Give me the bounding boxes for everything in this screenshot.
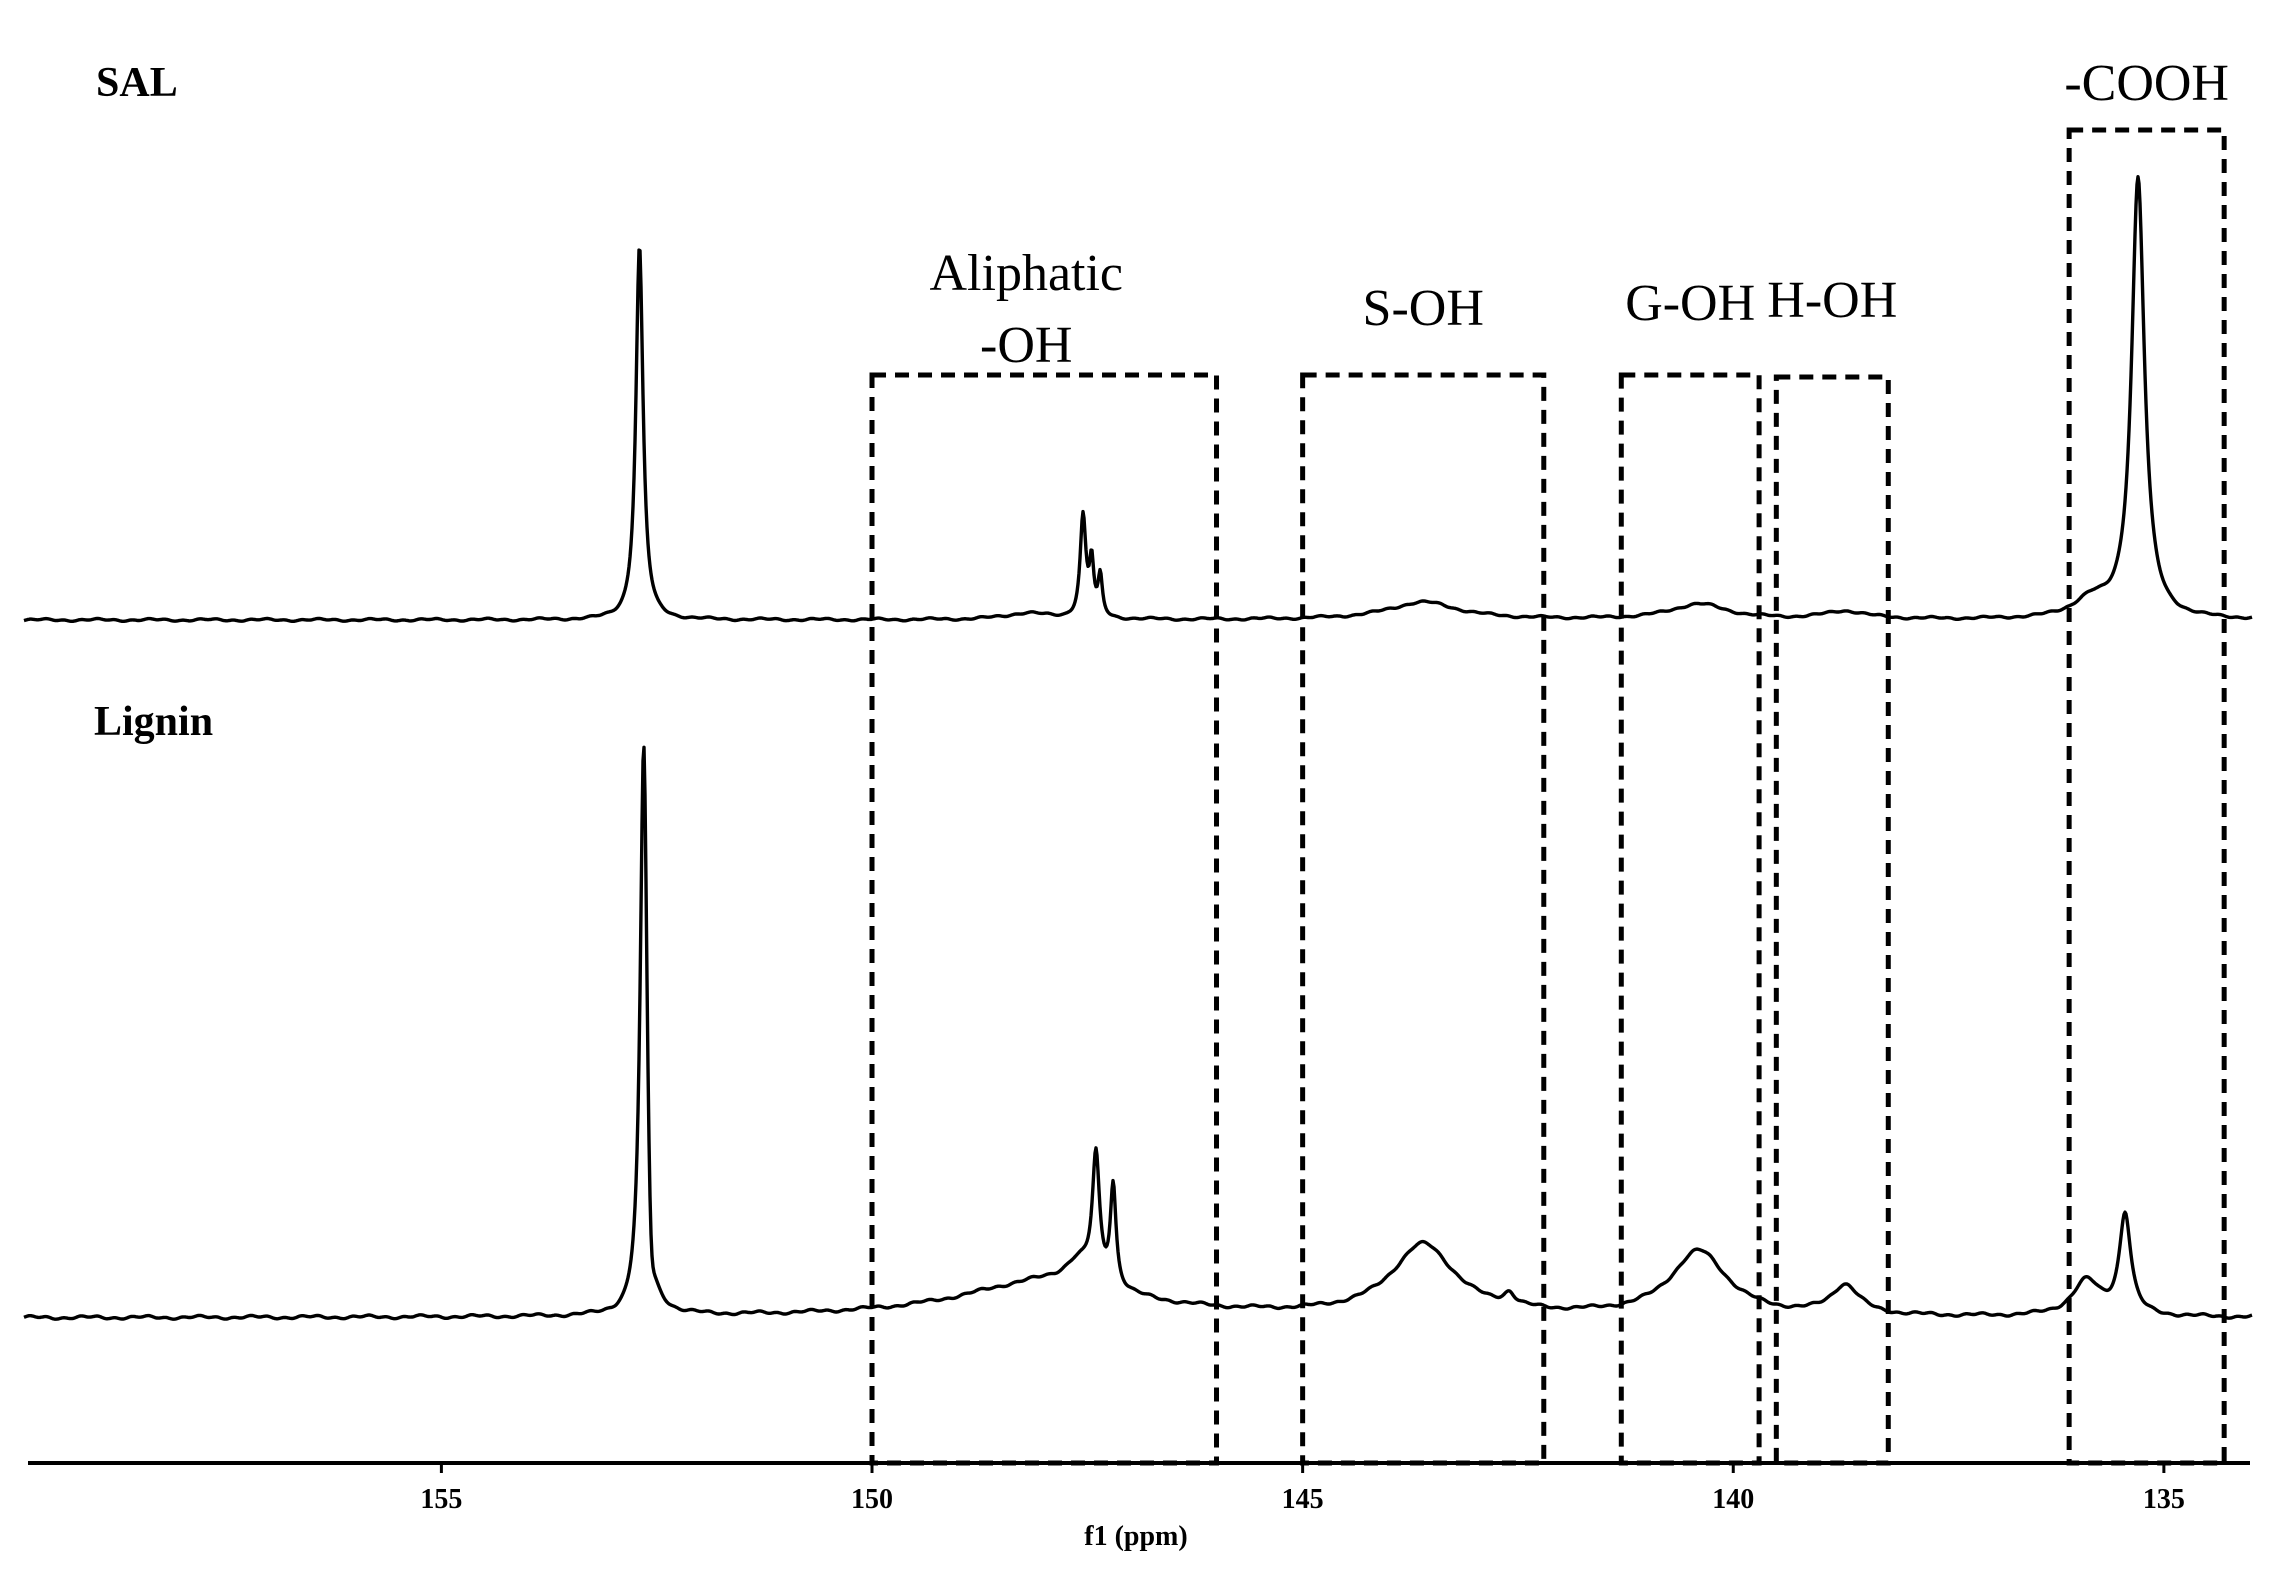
region-label-0-0: Aliphatic [930, 245, 1124, 302]
x-tick-label-150: 150 [851, 1484, 893, 1515]
chart-labels: SAL Lignin Aliphatic -OH S-OH G-OH H-OH -COOH [94, 55, 2229, 745]
series-label-sal: SAL [96, 60, 178, 106]
region-label-2-0: G-OH [1625, 275, 1755, 332]
spectrum-traces [23, 174, 2253, 1321]
x-tick-label-155: 155 [420, 1484, 462, 1515]
region-label-1-0: S-OH [1363, 280, 1484, 337]
region-boxes [869, 127, 2227, 1466]
x-axis: f1 (ppm) 155 150 145 140 135 [28, 1461, 2250, 1552]
x-axis-label: f1 (ppm) [1084, 1521, 1187, 1552]
series-label-lignin: Lignin [94, 699, 213, 745]
trace-sal [23, 174, 2253, 623]
region-label-3-0: H-OH [1767, 272, 1897, 329]
x-tick-label-145: 145 [1282, 1484, 1324, 1515]
x-tick-label-140: 140 [1712, 1484, 1754, 1515]
region-label-4-0: -COOH [2064, 55, 2229, 112]
region-box-3 [1773, 374, 1891, 1466]
region-label-0-1: -OH [980, 317, 1072, 374]
region-box-4 [2066, 127, 2227, 1466]
trace-lignin [23, 745, 2253, 1321]
region-box-2 [1618, 372, 1762, 1466]
region-box-0 [869, 372, 1220, 1466]
x-tick-label-135: 135 [2143, 1484, 2185, 1515]
